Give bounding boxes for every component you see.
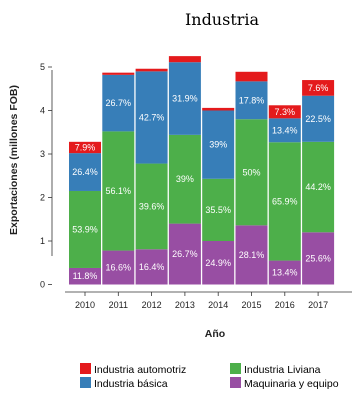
bar-segment: [168, 223, 201, 285]
bar-segment: [102, 74, 135, 132]
segment-label: 44.2%: [305, 182, 331, 192]
segment-label: 42.7%: [139, 112, 165, 122]
segment-label: 16.6%: [106, 263, 132, 273]
segment-label: 26.7%: [106, 98, 132, 108]
segment-label: 7.9%: [75, 142, 96, 152]
chart-title: Industria: [185, 10, 260, 29]
bar-segment: [302, 141, 335, 233]
bar-segment: [168, 56, 201, 63]
segment-label: 26.4%: [72, 167, 98, 177]
bar-segment: [135, 249, 168, 285]
bar-segment: [202, 178, 235, 241]
x-tick-label: 2013: [175, 300, 195, 310]
y-ticks: 0 1 2 3 4 5: [40, 62, 52, 290]
x-ticks: 2010 2011 2012 2013 2014 2015 2016 2017: [75, 292, 328, 310]
bar-segment: [302, 80, 335, 96]
bar-segment: [69, 190, 101, 268]
x-tick-label: 2010: [75, 300, 95, 310]
bar-segment: [235, 71, 268, 82]
x-tick-label: 2016: [275, 300, 295, 310]
legend-label: Industria Liviana: [244, 364, 321, 376]
segment-label: 26.7%: [172, 249, 198, 259]
bars: 11.8% 53.9% 26.4% 7.9% 16.6% 56.1% 26.7% 16.4% 3…: [69, 56, 335, 285]
segment-label: 13.4%: [272, 125, 298, 135]
bar-segment: [202, 110, 235, 179]
bar-segment: [69, 267, 101, 285]
x-tick-label: 2011: [109, 300, 128, 310]
segment-label: 39.6%: [139, 201, 165, 211]
x-tick-label: 2012: [142, 300, 162, 310]
segment-label: 7.3%: [275, 107, 296, 117]
x-axis-label: Año: [205, 328, 225, 340]
segment-label: 17.8%: [239, 95, 265, 105]
bar-segment: [202, 107, 235, 111]
legend: Industria automotriz Industria Liviana Ind…: [80, 363, 339, 390]
segment-label: 39%: [176, 174, 194, 184]
bar-segment: [69, 153, 101, 191]
x-tick-label: 2014: [208, 300, 228, 310]
bar-segment: [268, 118, 301, 143]
y-tick-label: 2: [40, 193, 45, 203]
segment-label: 13.4%: [272, 268, 298, 278]
segment-label: 65.9%: [272, 196, 298, 206]
segment-label: 24.9%: [205, 258, 231, 268]
bar-segment: [168, 134, 201, 224]
bar-segment: [302, 232, 335, 285]
segment-label: 56.1%: [106, 186, 132, 196]
bar-segment: [235, 225, 268, 285]
bar-segment: [69, 141, 101, 154]
segment-label: 39%: [209, 140, 227, 150]
x-tick-label: 2017: [308, 300, 328, 310]
bar-segment: [235, 81, 268, 120]
bar-segment: [268, 260, 301, 285]
bar-segment: [202, 241, 235, 285]
segment-label: 31.9%: [172, 94, 198, 104]
segment-label: 25.6%: [305, 253, 331, 263]
legend-swatch: [230, 363, 241, 374]
y-tick-label: 3: [40, 149, 45, 159]
segment-label: 11.8%: [73, 271, 98, 281]
bar-segment: [168, 62, 201, 135]
legend-swatch: [230, 377, 241, 388]
legend-label: Industria básica: [94, 378, 168, 390]
segment-label: 16.4%: [139, 262, 165, 272]
segment-label: 7.6%: [308, 83, 329, 93]
y-tick-label: 0: [40, 280, 45, 290]
bar-segment: [268, 105, 301, 119]
segment-label: 22.5%: [305, 114, 331, 124]
bar-segment: [135, 68, 168, 72]
bar-segment: [268, 142, 301, 261]
legend-swatch: [80, 377, 91, 388]
bar-segment: [135, 163, 168, 250]
legend-label: Industria automotriz: [94, 364, 186, 376]
y-tick-label: 1: [40, 236, 45, 246]
legend-label: Maquinaria y equipo: [244, 378, 339, 390]
y-tick-label: 5: [40, 62, 45, 72]
x-tick-label: 2015: [241, 300, 261, 310]
segment-label: 28.1%: [239, 250, 265, 260]
bar-segment: [135, 71, 168, 164]
bar-segment: [102, 250, 135, 285]
bar-segment: [102, 72, 135, 75]
y-axis-label: Exportaciones (millones FOB): [8, 85, 20, 235]
segment-label: 50%: [242, 167, 260, 177]
y-tick-label: 4: [40, 106, 45, 116]
bar-segment: [235, 119, 268, 226]
legend-swatch: [80, 363, 91, 374]
bar-segment: [102, 131, 135, 251]
segment-label: 53.9%: [72, 224, 98, 234]
bar-segment: [302, 95, 335, 142]
segment-label: 35.5%: [205, 205, 231, 215]
